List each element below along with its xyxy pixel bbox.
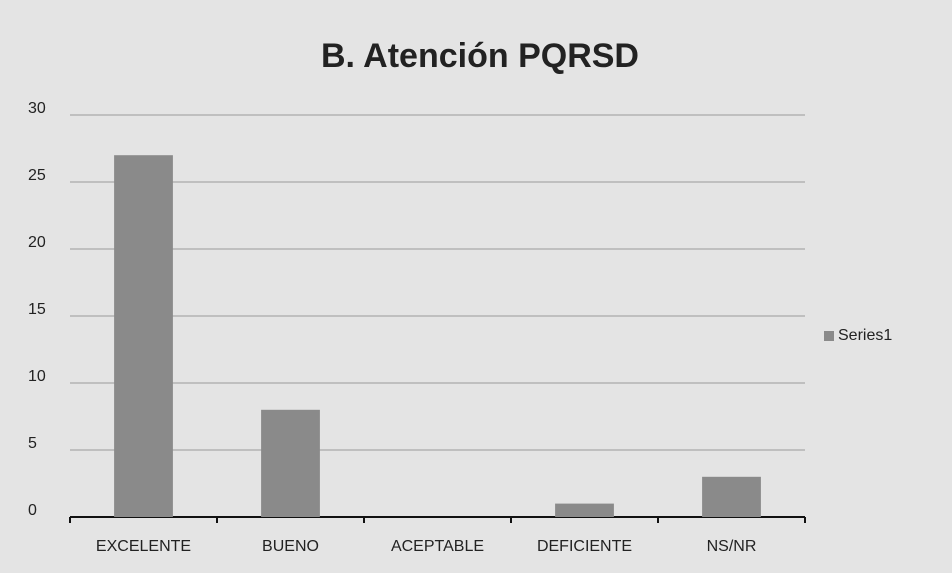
y-tick-label: 0 — [28, 502, 37, 519]
bar — [114, 155, 173, 517]
bar — [555, 503, 614, 517]
x-tick-label: EXCELENTE — [96, 538, 191, 555]
y-tick-label: 25 — [28, 167, 46, 184]
bar — [702, 476, 761, 517]
y-tick-label: 5 — [28, 435, 37, 452]
x-tick-label: NS/NR — [707, 538, 757, 555]
chart-title: B. Atención PQRSD — [321, 37, 639, 75]
y-tick-label: 20 — [28, 234, 46, 251]
legend-label: Series1 — [838, 327, 892, 344]
y-tick-label: 30 — [28, 100, 46, 117]
x-tick-label: BUENO — [262, 538, 319, 555]
x-tick-label: ACEPTABLE — [391, 538, 484, 555]
bar — [261, 409, 320, 517]
y-tick-label: 10 — [28, 368, 46, 385]
x-tick-label: DEFICIENTE — [537, 538, 632, 555]
y-tick-label: 15 — [28, 301, 46, 318]
legend-swatch — [824, 331, 834, 341]
